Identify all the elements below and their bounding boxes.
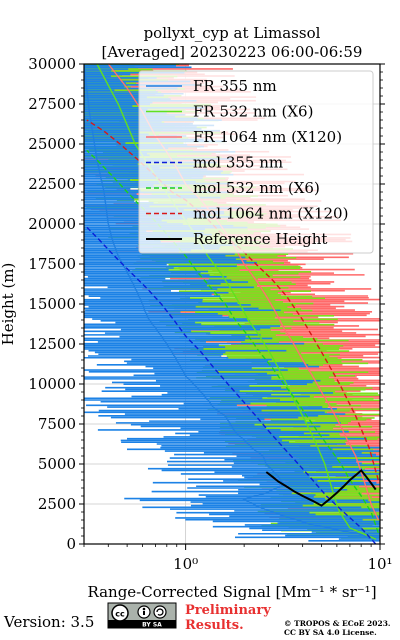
preliminary-label-line2: Results. bbox=[185, 618, 244, 633]
preliminary-label-line1: Preliminary bbox=[185, 603, 271, 618]
legend-label: Reference Height bbox=[193, 230, 327, 248]
y-tick-label: 5000 bbox=[38, 455, 76, 473]
y-tick-label: 0 bbox=[66, 535, 76, 553]
chart-title-line1: pollyxt_cyp at Limassol bbox=[144, 24, 321, 42]
cc-badge-text: BY SA bbox=[142, 622, 162, 629]
chart-title-line2: [Averaged] 20230223 06:00-06:59 bbox=[102, 43, 363, 61]
legend: FR 355 nm FR 532 nm (X6) FR 1064 nm (X120)… bbox=[138, 70, 374, 254]
cc-by-sa-icon: cc BY SA bbox=[107, 602, 177, 629]
y-tick-label: 22500 bbox=[28, 175, 76, 193]
x-axis-ticks: 10⁰ 10¹ bbox=[83, 544, 393, 573]
x-tick-label: 10¹ bbox=[367, 555, 392, 573]
x-tick-label: 10⁰ bbox=[173, 555, 198, 573]
legend-label: mol 1064 nm (X120) bbox=[193, 205, 348, 223]
series-line-0 bbox=[84, 64, 376, 542]
y-tick-label: 17500 bbox=[28, 255, 76, 273]
copyright-line2: CC BY SA 4.0 License. bbox=[284, 628, 377, 637]
legend-label: FR 1064 nm (X120) bbox=[193, 128, 342, 146]
y-tick-label: 27500 bbox=[28, 95, 76, 113]
version-label: Version: 3.5 bbox=[3, 613, 94, 631]
legend-label: mol 355 nm bbox=[193, 154, 283, 172]
copyright-line1: © TROPOS & ECoE 2023. bbox=[284, 619, 391, 628]
y-tick-label: 30000 bbox=[28, 55, 76, 73]
legend-box bbox=[138, 70, 374, 254]
y-tick-label: 7500 bbox=[38, 415, 76, 433]
legend-label: FR 532 nm (X6) bbox=[193, 103, 313, 121]
y-tick-label: 25000 bbox=[28, 135, 76, 153]
series-line-6 bbox=[265, 468, 377, 507]
x-axis-label: Range-Corrected Signal [Mm⁻¹ * sr⁻¹] bbox=[87, 583, 376, 601]
y-tick-label: 10000 bbox=[28, 375, 76, 393]
y-tick-label: 20000 bbox=[28, 215, 76, 233]
y-axis-ticks: 0 2500 5000 7500 10000 12500 15000 17500 20000 22… bbox=[28, 55, 385, 553]
legend-label: FR 355 nm bbox=[193, 77, 277, 95]
svg-text:cc: cc bbox=[115, 610, 125, 619]
y-axis-label: Height (m) bbox=[0, 263, 17, 346]
legend-label: mol 532 nm (X6) bbox=[193, 179, 320, 197]
y-tick-label: 12500 bbox=[28, 335, 76, 353]
series-line-3 bbox=[86, 226, 377, 544]
y-tick-label: 15000 bbox=[28, 295, 76, 313]
y-tick-label: 2500 bbox=[38, 495, 76, 513]
